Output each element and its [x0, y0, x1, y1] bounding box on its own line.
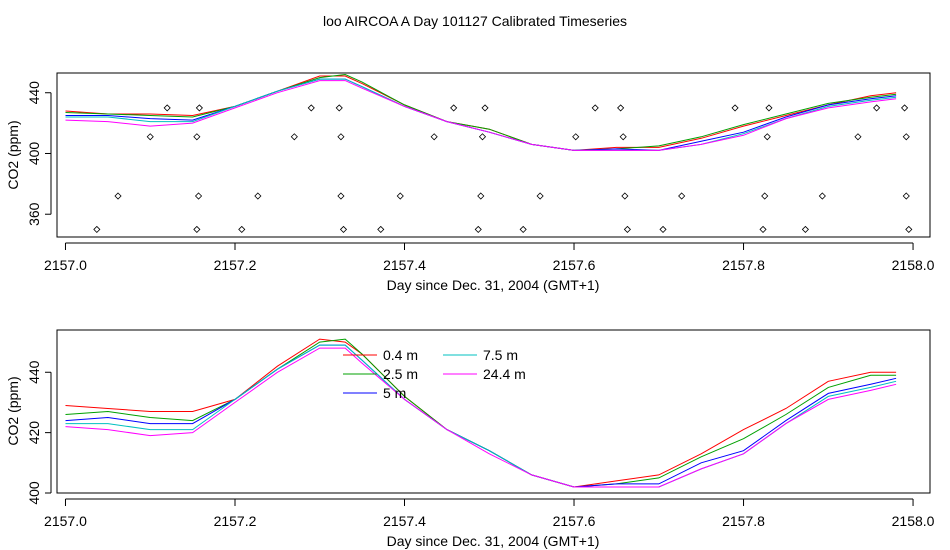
top-panel-diamond-marker-27	[591, 104, 599, 112]
top-panel-y-tick-label-2: 440	[26, 81, 42, 105]
top-panel-diamond-marker-19	[450, 104, 458, 112]
top-panel-series-line-0	[65, 75, 897, 151]
top-panel-series-line-3	[65, 78, 897, 151]
top-panel-x-axis: 2157.0 2157.2 2157.4 2157.6 2157.8 2158.0	[44, 242, 935, 273]
top-panel-diamond-marker-44	[902, 133, 910, 141]
top-panel-diamond-marker-42	[873, 104, 881, 112]
top-panel-diamond-marker-25	[536, 192, 544, 200]
top-panel-frame	[56, 72, 931, 238]
bottom-panel-legend-label-1: 2.5 m	[383, 366, 418, 382]
top-panel-diamond-marker-11	[307, 104, 315, 112]
top-panel-diamond-marker-8	[238, 225, 246, 233]
top-panel-diamond-marker-9	[254, 192, 262, 200]
bottom-panel-y-axis: 400 420 440	[26, 360, 52, 505]
top-panel-diamond-marker-38	[765, 104, 773, 112]
bottom-panel-legend-label-0: 0.4 m	[383, 347, 418, 363]
top-panel-diamond-marker-14	[337, 192, 345, 200]
top-panel-diamond-marker-13	[337, 133, 345, 141]
top-panel-series-line-4	[65, 80, 897, 151]
top-panel-diamond-marker-26	[572, 133, 580, 141]
bottom-panel-series	[65, 338, 897, 488]
top-panel: 2157.0 2157.2 2157.4 2157.6 2157.8 2158.0 360…	[5, 72, 935, 293]
top-panel-diamond-marker-37	[763, 133, 771, 141]
bottom-panel-legend: 0.4 m 2.5 m 5 m 7.5 m 24.4 m	[343, 347, 526, 401]
bottom-panel-y-tick-label-1: 420	[26, 421, 42, 445]
top-panel-diamond-marker-5	[193, 133, 201, 141]
top-panel-diamond-marker-30	[621, 192, 629, 200]
top-panel-series	[65, 73, 897, 151]
top-panel-diamond-marker-45	[902, 192, 910, 200]
bottom-panel-series-line-1	[65, 338, 897, 488]
top-panel-y-axis-label: CO2 (ppm)	[5, 120, 21, 189]
top-panel-diamond-marker-16	[377, 225, 385, 233]
top-panel-x-tick-label-0: 2157.0	[44, 257, 87, 273]
top-panel-diamond-marker-32	[659, 225, 667, 233]
top-panel-series-line-1	[65, 73, 897, 151]
bottom-panel-x-tick-label-5: 2158.0	[892, 513, 935, 529]
bottom-panel-series-line-4	[65, 347, 897, 488]
top-panel-diamond-marker-33	[678, 192, 686, 200]
top-panel-diamond-marker-35	[759, 225, 767, 233]
top-panel-diamond-marker-22	[478, 133, 487, 141]
top-panel-diamond-marker-3	[114, 192, 122, 200]
bottom-panel-x-tick-label-0: 2157.0	[44, 513, 87, 529]
top-panel-diamond-marker-2	[195, 104, 203, 112]
top-panel-y-axis: 360 400 440	[26, 81, 52, 226]
top-panel-diamond-marker-21	[477, 192, 485, 200]
bottom-panel-x-tick-label-4: 2157.8	[722, 513, 765, 529]
top-panel-diamond-marker-36	[761, 192, 769, 200]
top-panel-x-tick-label-3: 2157.6	[553, 257, 596, 273]
top-panel-diamond-marker-24	[519, 225, 527, 233]
top-panel-diamond-marker-6	[193, 225, 201, 233]
top-panel-diamond-marker-4	[146, 133, 154, 141]
top-panel-x-tick-label-2: 2157.4	[383, 257, 426, 273]
bottom-panel-frame	[56, 329, 931, 494]
bottom-panel-series-line-0	[65, 338, 897, 488]
bottom-panel-x-tick-label-2: 2157.4	[383, 513, 426, 529]
bottom-panel-x-tick-label-3: 2157.6	[553, 513, 596, 529]
top-panel-diamond-marker-1	[163, 104, 171, 112]
bottom-panel-legend-label-3: 7.5 m	[483, 347, 518, 363]
top-panel-diamond-marker-10	[290, 133, 298, 141]
top-panel-x-axis-label: Day since Dec. 31, 2004 (GMT+1)	[387, 277, 600, 293]
top-panel-diamond-marker-15	[339, 225, 348, 233]
top-panel-diamond-marker-17	[396, 192, 404, 200]
top-panel-diamond-marker-43	[901, 104, 909, 112]
top-panel-diamond-marker-12	[335, 104, 343, 112]
bottom-panel-legend-label-4: 24.4 m	[483, 366, 526, 382]
top-panel-diamond-marker-18	[430, 133, 438, 141]
bottom-panel-y-axis-label: CO2 (ppm)	[5, 376, 21, 445]
top-panel-x-tick-label-1: 2157.2	[214, 257, 257, 273]
bottom-panel-x-tick-label-1: 2157.2	[214, 513, 257, 529]
top-panel-diamond-marker-34	[731, 104, 739, 112]
bottom-panel-y-tick-label-2: 440	[26, 360, 42, 384]
top-panel-diamond-marker-23	[481, 104, 489, 112]
top-panel-diamond-marker-29	[619, 133, 627, 141]
bottom-panel-y-tick-label-0: 400	[26, 481, 42, 505]
bottom-panel-x-axis: 2157.0 2157.2 2157.4 2157.6 2157.8 2158.0	[44, 498, 935, 529]
top-panel-series-line-2	[65, 78, 897, 151]
bottom-panel-x-axis-label: Day since Dec. 31, 2004 (GMT+1)	[387, 533, 600, 549]
top-panel-x-tick-label-4: 2157.8	[722, 257, 765, 273]
top-panel-diamond-marker-40	[818, 192, 826, 200]
top-panel-markers	[93, 104, 913, 233]
top-panel-y-tick-label-1: 400	[26, 142, 42, 166]
figure-title: loo AIRCOA A Day 101127 Calibrated Times…	[323, 13, 627, 29]
top-panel-diamond-marker-41	[854, 133, 862, 141]
top-panel-diamond-marker-7	[194, 192, 203, 200]
top-panel-diamond-marker-31	[623, 225, 631, 233]
top-panel-diamond-marker-39	[801, 225, 809, 233]
top-panel-diamond-marker-28	[617, 104, 625, 112]
bottom-panel-legend-label-2: 5 m	[383, 385, 406, 401]
top-panel-diamond-marker-0	[93, 225, 101, 233]
top-panel-y-tick-label-0: 360	[26, 202, 42, 226]
top-panel-diamond-marker-46	[905, 225, 913, 233]
bottom-panel: 2157.0 2157.2 2157.4 2157.6 2157.8 2158.0 400…	[5, 329, 935, 549]
top-panel-diamond-marker-20	[474, 225, 482, 233]
top-panel-x-tick-label-5: 2158.0	[892, 257, 935, 273]
